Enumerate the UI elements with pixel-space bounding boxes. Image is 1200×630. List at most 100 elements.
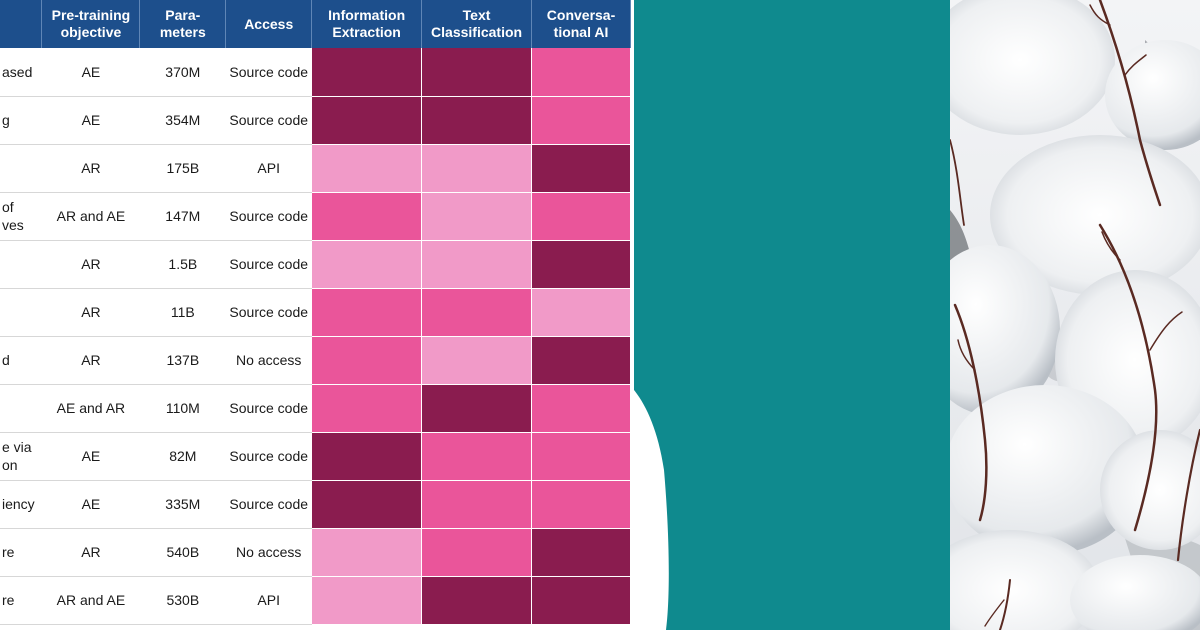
cell-parameters: 335M [139,480,226,529]
header-description [0,0,43,48]
table-row: re AR and AE 530B API [0,576,631,625]
cell-objective: AE [41,96,140,145]
cell-access: No access [225,336,312,385]
cell-access: Source code [225,432,312,481]
cell-parameters: 110M [139,384,226,433]
header-conversational-ai: Conversa-tional AI [531,0,631,48]
cell-access: Source code [225,48,312,97]
cell-description: ased [0,48,42,97]
table-row: d AR 137B No access [0,336,631,385]
cell-access: Source code [225,480,312,529]
cell-access: Source code [225,240,312,289]
cell-access: API [225,576,312,625]
cell-parameters: 137B [139,336,226,385]
cell-access: API [225,144,312,193]
cell-parameters: 175B [139,144,226,193]
cell-parameters: 370M [139,48,226,97]
cell-parameters: 1.5B [139,240,226,289]
cell-description [0,240,42,289]
heat-conversational-ai [531,576,631,625]
table-row: re AR 540B No access [0,528,631,577]
twigs [950,0,1200,630]
cell-parameters: 530B [139,576,226,625]
cell-description: g [0,96,42,145]
heat-information-extraction [311,576,423,625]
heat-conversational-ai [531,336,631,385]
cell-description: e via on [0,432,42,481]
table-row: AR 175B API [0,144,631,193]
heat-text-classification [421,288,533,337]
heat-information-extraction [311,432,423,481]
table-row: AR 11B Source code [0,288,631,337]
heat-text-classification [421,192,533,241]
table-row: g AE 354M Source code [0,96,631,145]
cell-objective: AR and AE [41,192,140,241]
header-access: Access [225,0,313,48]
cell-objective: AR [41,288,140,337]
cell-description: re [0,576,42,625]
heat-text-classification [421,336,533,385]
cell-description [0,144,42,193]
table-row: e via on AE 82M Source code [0,432,631,481]
cell-description: d [0,336,42,385]
cell-parameters: 82M [139,432,226,481]
heat-information-extraction [311,192,423,241]
cell-objective: AR [41,144,140,193]
heat-conversational-ai [531,144,631,193]
heat-information-extraction [311,336,423,385]
heat-conversational-ai [531,384,631,433]
heat-conversational-ai [531,240,631,289]
header-pretraining-objective: Pre-training objective [41,0,141,48]
heat-conversational-ai [531,432,631,481]
heat-information-extraction [311,288,423,337]
table-row: iency AE 335M Source code [0,480,631,529]
cell-parameters: 540B [139,528,226,577]
cell-objective: AE [41,48,140,97]
cell-access: Source code [225,192,312,241]
cell-description: of ves [0,192,42,241]
heat-text-classification [421,432,533,481]
cell-objective: AE [41,480,140,529]
cell-access: No access [225,528,312,577]
heat-conversational-ai [531,288,631,337]
teal-block-path [634,0,950,630]
heat-conversational-ai [531,528,631,577]
header-parameters: Para-meters [139,0,227,48]
cell-objective: AE and AR [41,384,140,433]
llm-comparison-table: Pre-training objective Para-meters Access I… [0,0,631,625]
header-text-classification: Text Classification [421,0,533,48]
cell-objective: AR [41,240,140,289]
teal-block-shape [634,0,950,630]
heat-text-classification [421,48,533,97]
cell-access: Source code [225,288,312,337]
cell-parameters: 354M [139,96,226,145]
heat-text-classification [421,576,533,625]
table-row: of ves AR and AE 147M Source code [0,192,631,241]
heat-conversational-ai [531,96,631,145]
heat-text-classification [421,96,533,145]
cell-access: Source code [225,384,312,433]
heat-text-classification [421,528,533,577]
cell-description: re [0,528,42,577]
cell-description: iency [0,480,42,529]
heat-information-extraction [311,96,423,145]
cell-objective: AR [41,528,140,577]
llm-comparison-table-panel: Pre-training objective Para-meters Access I… [0,0,631,625]
heat-information-extraction [311,528,423,577]
cell-access: Source code [225,96,312,145]
cell-objective: AE [41,432,140,481]
table-row: AE and AR 110M Source code [0,384,631,433]
heat-information-extraction [311,48,423,97]
heat-text-classification [421,384,533,433]
heat-text-classification [421,144,533,193]
cell-parameters: 11B [139,288,226,337]
heat-text-classification [421,480,533,529]
cell-description [0,288,42,337]
cell-objective: AR [41,336,140,385]
heat-information-extraction [311,240,423,289]
snow-photo [950,0,1200,630]
table-header-row: Pre-training objective Para-meters Access I… [0,0,631,48]
teal-decorative-panel [634,0,950,630]
heat-conversational-ai [531,48,631,97]
heat-conversational-ai [531,192,631,241]
